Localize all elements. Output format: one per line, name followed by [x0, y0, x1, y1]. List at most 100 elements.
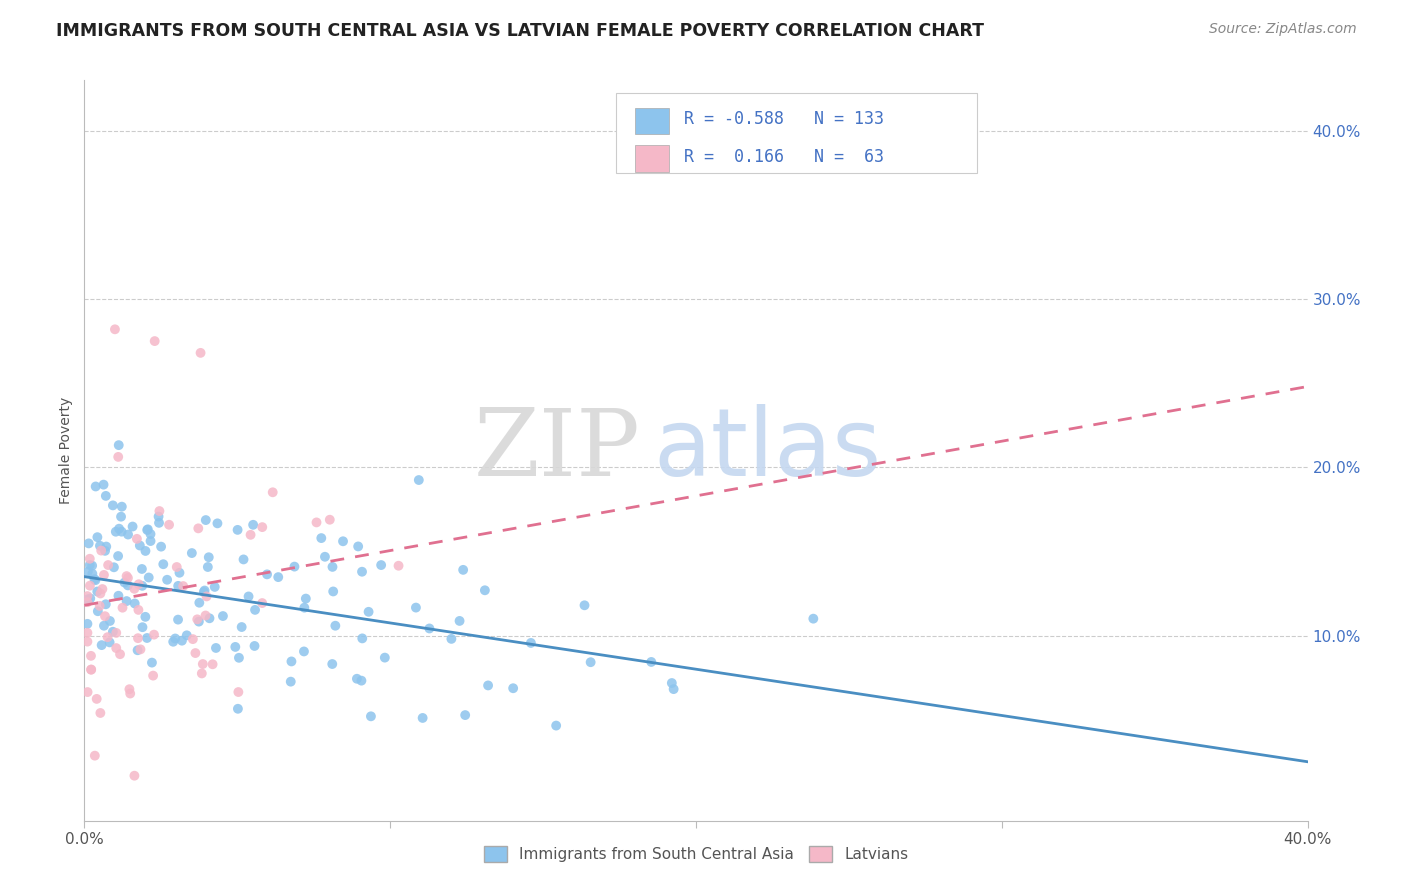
Point	[86, 530, 108, 544]
Point	[176, 628, 198, 642]
Point	[101, 624, 124, 639]
Point	[105, 641, 128, 656]
Point	[76, 589, 98, 603]
Point	[89, 599, 111, 613]
Point	[128, 539, 150, 553]
Point	[129, 642, 152, 657]
Point	[451, 563, 474, 577]
Point	[76, 595, 98, 609]
Legend: Immigrants from South Central Asia, Latvians: Immigrants from South Central Asia, Latv…	[478, 840, 914, 869]
Point	[98, 614, 121, 628]
Point	[322, 584, 344, 599]
Point	[283, 559, 305, 574]
Point	[190, 346, 212, 360]
Point	[267, 570, 290, 584]
Point	[187, 615, 209, 629]
Point	[117, 578, 139, 592]
Point	[90, 638, 112, 652]
Point	[157, 517, 180, 532]
Point	[79, 558, 101, 572]
Point	[127, 603, 149, 617]
Point	[579, 655, 602, 669]
Point	[661, 676, 683, 690]
Point	[114, 575, 136, 590]
Point	[332, 534, 354, 549]
Point	[148, 509, 170, 524]
Point	[80, 663, 103, 677]
Point	[166, 560, 188, 574]
Point	[127, 643, 149, 657]
Point	[148, 504, 170, 518]
Point	[231, 620, 253, 634]
Point	[118, 682, 141, 697]
Point	[357, 605, 380, 619]
Point	[350, 673, 373, 688]
Point	[243, 639, 266, 653]
Point	[319, 513, 342, 527]
Point	[321, 657, 343, 671]
Point	[197, 560, 219, 574]
Point	[115, 594, 138, 608]
Text: Source: ZipAtlas.com: Source: ZipAtlas.com	[1209, 22, 1357, 37]
Point	[228, 650, 250, 665]
Point	[801, 612, 824, 626]
Point	[169, 566, 191, 580]
Point	[226, 523, 249, 537]
Point	[256, 567, 278, 582]
Point	[110, 509, 132, 524]
Point	[352, 632, 374, 646]
Point	[97, 558, 120, 572]
Point	[180, 546, 202, 560]
Point	[120, 687, 142, 701]
FancyBboxPatch shape	[616, 93, 977, 173]
Point	[201, 657, 224, 672]
Point	[84, 573, 107, 587]
Point	[104, 524, 127, 539]
Point	[97, 630, 120, 644]
FancyBboxPatch shape	[636, 108, 669, 134]
Point	[83, 572, 105, 586]
Point	[454, 708, 477, 723]
Point	[150, 540, 173, 554]
Point	[107, 438, 129, 452]
Point	[477, 678, 499, 692]
Point	[184, 646, 207, 660]
Point	[136, 631, 159, 645]
Point	[172, 579, 194, 593]
Point	[127, 631, 149, 645]
Point	[111, 524, 134, 539]
Point	[111, 500, 134, 514]
Point	[212, 609, 235, 624]
Point	[207, 516, 229, 531]
Point	[77, 536, 100, 550]
Point	[198, 611, 221, 625]
Text: R =  0.166   N =  63: R = 0.166 N = 63	[683, 148, 884, 166]
Point	[143, 334, 166, 348]
Point	[134, 610, 156, 624]
Point	[162, 634, 184, 648]
Point	[502, 681, 524, 696]
Point	[80, 648, 103, 663]
Text: IMMIGRANTS FROM SOUTH CENTRAL ASIA VS LATVIAN FEMALE POVERTY CORRELATION CHART: IMMIGRANTS FROM SOUTH CENTRAL ASIA VS LA…	[56, 22, 984, 40]
Point	[292, 644, 315, 658]
Point	[449, 614, 471, 628]
Point	[82, 558, 104, 573]
Point	[194, 583, 217, 598]
Point	[124, 582, 146, 596]
Point	[418, 622, 440, 636]
Point	[80, 663, 103, 677]
Point	[325, 618, 347, 632]
Point	[128, 577, 150, 591]
Point	[346, 672, 368, 686]
Point	[347, 540, 370, 554]
Point	[90, 543, 112, 558]
Point	[374, 650, 396, 665]
Point	[188, 596, 211, 610]
Point	[76, 634, 98, 648]
Point	[292, 600, 315, 615]
Point	[76, 565, 98, 579]
Point	[131, 579, 153, 593]
Point	[350, 565, 373, 579]
Point	[228, 685, 250, 699]
Point	[640, 655, 662, 669]
